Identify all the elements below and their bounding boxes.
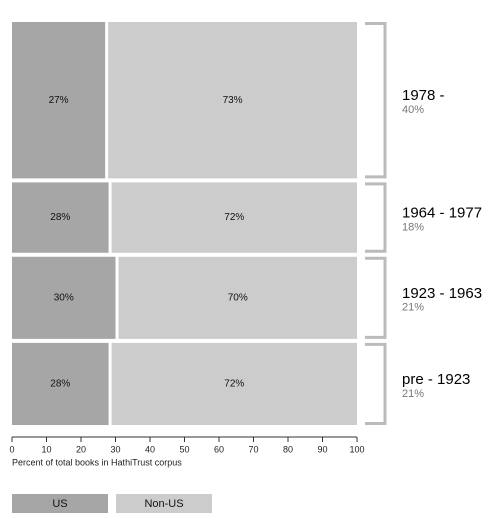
data-label: 28% <box>50 212 70 223</box>
x-tick-label: 80 <box>283 444 293 454</box>
legend-label: Non-US <box>144 498 183 510</box>
data-label: 30% <box>54 292 74 303</box>
x-tick-label: 10 <box>41 444 51 454</box>
data-label: 70% <box>228 292 248 303</box>
bar-segment <box>12 22 106 179</box>
x-tick-label: 70 <box>248 444 258 454</box>
data-label: 28% <box>50 379 70 390</box>
row-label: 1964 - 1977 <box>402 205 482 222</box>
bracket <box>365 256 387 339</box>
x-tick-label: 90 <box>317 444 327 454</box>
legend-label: US <box>52 498 67 510</box>
row-share-label: 40% <box>402 104 424 116</box>
x-tick-label: 50 <box>179 444 189 454</box>
x-tick-label: 40 <box>145 444 155 454</box>
bar-segment <box>111 182 357 253</box>
x-tick-label: 20 <box>76 444 86 454</box>
legend-swatch <box>12 494 108 513</box>
bar-segment <box>12 256 116 339</box>
x-tick-label: 0 <box>9 444 14 454</box>
row-share-label: 21% <box>402 388 424 400</box>
bar-segment <box>12 342 109 425</box>
row-label: pre - 1923 <box>402 371 470 388</box>
row-label: 1978 - <box>402 87 445 104</box>
bracket <box>365 182 387 253</box>
legend-swatch <box>116 494 212 513</box>
data-label: 27% <box>49 95 69 106</box>
x-tick-label: 100 <box>349 444 364 454</box>
bar-segment <box>108 22 358 179</box>
x-tick-label: 60 <box>214 444 224 454</box>
bracket <box>365 22 387 179</box>
row-share-label: 18% <box>402 221 424 233</box>
bar-segment <box>12 182 109 253</box>
x-axis-label: Percent of total books in HathiTrust cor… <box>12 457 182 467</box>
bracket <box>365 342 387 425</box>
row-share-label: 21% <box>402 302 424 314</box>
bar-segment <box>118 256 357 339</box>
bar-segment <box>111 342 357 425</box>
data-label: 72% <box>224 379 244 390</box>
data-label: 72% <box>224 212 244 223</box>
row-label: 1923 - 1963 <box>402 285 482 302</box>
data-label: 73% <box>223 95 243 106</box>
x-tick-label: 30 <box>110 444 120 454</box>
